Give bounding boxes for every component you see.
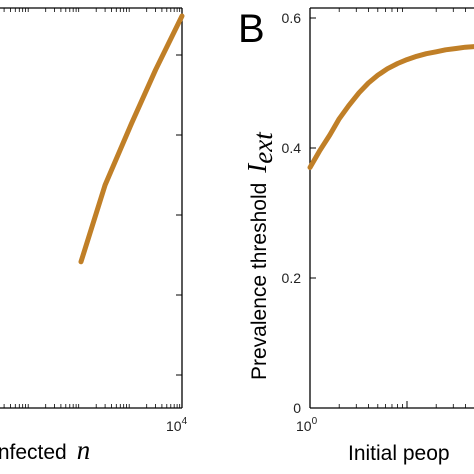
panel-b-letter: B [238, 7, 265, 51]
panel-b-x-axis-label: Initial peop [348, 442, 450, 465]
panel-a-x-axis-label: Infectedn [0, 435, 90, 465]
panel-b-x-tick-label: 100 [296, 416, 318, 434]
panel-b-x-ticks [338, 8, 466, 408]
panel-a-x-tick-label: 104 [166, 416, 188, 434]
panel-b-y-tick-label: 0.6 [282, 10, 302, 26]
svg-text:Prevalence thresholdIext: Prevalence thresholdIext [242, 131, 278, 380]
panel-b-y-tick-label: 0.2 [282, 270, 302, 286]
panel-b-y-tick-label: 0 [293, 400, 301, 416]
panel-b-y-tick-label: 0.4 [282, 140, 302, 156]
panel-b-chart: B 0 0.2 0.4 0.6 100 Initial peop Prevalence… [238, 7, 474, 465]
panel-a-series-line [78, 13, 185, 265]
panel-b-y-ticks: 0 0.2 0.4 0.6 [282, 10, 316, 416]
panel-a-right-ticks [176, 54, 182, 376]
panel-a-chart: 104 Infectedn [0, 7, 188, 465]
panel-b-series-line [307, 44, 474, 170]
panel-b-y-axis-label: Prevalence thresholdIext [242, 131, 278, 380]
panel-a-x-ticks [3, 8, 181, 408]
